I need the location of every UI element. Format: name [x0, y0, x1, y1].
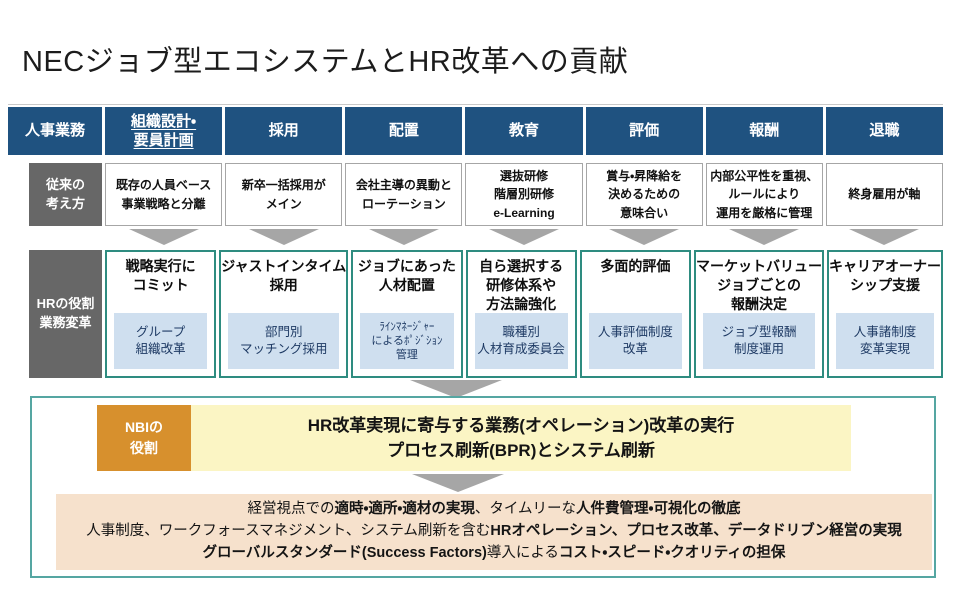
down-arrow-icon	[826, 229, 943, 246]
summary-segment: 経営視点での	[247, 501, 335, 518]
summary-segment: 人件費管理・可視化の徹底	[576, 501, 741, 518]
corner-header-cell: 人事業務	[8, 107, 102, 155]
summary-segment: グローバルスタンダード(Success Factors)	[202, 544, 487, 561]
reform-action: 人事評価制度 改革	[588, 313, 683, 369]
legacy-row-label: 従来の 考え方	[29, 163, 102, 226]
summary-segment: HRオペレーション、プロセス改革、データドリブン経営の実現	[490, 523, 902, 540]
reform-action: グループ 組織改革	[114, 313, 208, 369]
column-header: 組織設計・ 要員計画	[105, 107, 223, 155]
reform-action: 職種別 人材育成委員会	[474, 313, 568, 369]
summary-segment: コスト・スピード・クオリティの担保	[558, 544, 786, 561]
legacy-cell: 既存の人員ベース 事業戦略と分離	[105, 163, 223, 226]
legacy-cell: 終身雇用が軸	[825, 163, 943, 226]
column-header: 採用	[225, 107, 343, 155]
reform-cell: 多面的評価人事評価制度 改革	[579, 250, 692, 378]
column-header: 報酬	[705, 107, 823, 155]
summary-segment: 、タイムリーな	[474, 501, 577, 518]
down-arrow-icon	[225, 229, 342, 246]
reform-title: マーケットバリュー ジョブごとの 報酬決定	[696, 258, 823, 312]
reform-title: 多面的評価	[600, 258, 671, 274]
down-arrow-icon	[412, 474, 504, 492]
hr-process-header-row: 人事業務 組織設計・ 要員計画 採用 配置 教育 評価 報酬 退職	[8, 107, 943, 155]
summary-segment: 人事制度、ワークフォースマネジメント、システム刷新を含む	[86, 523, 491, 540]
reform-action: ジョブ型報酬 制度運用	[703, 313, 816, 369]
reform-title: ジョブにあった 人材配置	[357, 258, 456, 293]
summary-line: 経営視点での適時・適所・適材の実現、タイムリーな人件費管理・可視化の徹底	[247, 499, 740, 521]
down-arrow-icon	[586, 229, 703, 246]
reform-row-label: HRの役割 業務変革	[29, 250, 102, 378]
reform-title: 戦略実行に コミット	[125, 258, 196, 293]
column-header: 評価	[585, 107, 703, 155]
nbi-role-label: NBIの 役割	[97, 405, 191, 471]
legacy-cell: 内部公平性を重視、 ルールにより 運用を厳格に管理	[705, 163, 823, 226]
summary-box: 経営視点での適時・適所・適材の実現、タイムリーな人件費管理・可視化の徹底 人事制度…	[56, 494, 932, 570]
divider-line	[8, 104, 943, 105]
column-header: 配置	[345, 107, 463, 155]
legacy-row-labelcol: 従来の 考え方	[8, 163, 102, 226]
reform-action: 部門別 マッチング採用	[228, 313, 340, 369]
reform-cell: ジャストインタイム 採用部門別 マッチング採用	[219, 250, 349, 378]
reform-row-labelcol: HRの役割 業務変革	[8, 250, 102, 378]
reform-title: キャリアオーナー シップ支援	[829, 258, 942, 293]
nbi-role-box: HR改革実現に寄与する業務(オペレーション)改革の実行 プロセス刷新(BPR)と…	[191, 405, 851, 471]
summary-segment: 導入による	[486, 544, 559, 561]
page-title: NECジョブ型エコシステムとHR改革への貢献	[22, 46, 629, 78]
reform-cell: マーケットバリュー ジョブごとの 報酬決定 ジョブ型報酬 制度運用	[694, 250, 825, 378]
down-arrow-icon	[105, 229, 222, 246]
reform-cell: 戦略実行に コミットグループ 組織改革	[105, 250, 217, 378]
reform-action: 人事諸制度 変革実現	[836, 313, 935, 369]
summary-segment: 適時・適所・適材の実現	[334, 501, 475, 518]
summary-line: 人事制度、ワークフォースマネジメント、システム刷新を含むHRオペレーション、プロ…	[86, 521, 901, 543]
legacy-cell: 会社主導の異動と ローテーション	[345, 163, 463, 226]
reform-cell: キャリアオーナー シップ支援人事諸制度 変革実現	[827, 250, 944, 378]
reform-action: ﾗｲﾝﾏﾈｰｼﾞｬｰ によるﾎﾟｼﾞｼｮﾝ 管理	[360, 313, 454, 369]
legacy-row: 従来の 考え方 既存の人員ベース 事業戦略と分離 新卒一括採用が メイン 会社主導の…	[8, 163, 943, 226]
reform-cell: 自ら選択する 研修体系や 方法論強化 職種別 人材育成委員会	[465, 250, 577, 378]
legacy-cell: 新卒一括採用が メイン	[225, 163, 343, 226]
summary-line: グローバルスタンダード(Success Factors)導入によるコスト・スピー…	[203, 543, 786, 565]
reform-row: HRの役割 業務変革 戦略実行に コミットグループ 組織改革 ジャストインタイム …	[8, 250, 944, 378]
reform-title: ジャストインタイム 採用	[221, 258, 347, 293]
down-arrow-icon	[410, 380, 502, 398]
down-arrow-icon	[706, 229, 823, 246]
legacy-cell: 賞与・昇降給を 決めるための 意味合い	[585, 163, 703, 226]
column-header: 教育	[465, 107, 583, 155]
reform-cell: ジョブにあった 人材配置 ﾗｲﾝﾏﾈｰｼﾞｬｰ によるﾎﾟｼﾞｼｮﾝ 管理	[351, 250, 463, 378]
chevron-row-spacer	[8, 229, 102, 246]
legacy-cell: 選抜研修 階層別研修 e-Learning	[465, 163, 583, 226]
down-arrow-icon	[345, 229, 462, 246]
reform-title: 自ら選択する 研修体系や 方法論強化	[479, 258, 564, 312]
nbi-line-2: プロセス刷新(BPR)とシステム刷新	[387, 441, 655, 460]
nbi-line-1: HR改革実現に寄与する業務(オペレーション)改革の実行	[307, 415, 735, 435]
down-arrow-icon	[465, 229, 582, 246]
nbi-frame: NBIの 役割 HR改革実現に寄与する業務(オペレーション)改革の実行 プロセス…	[30, 396, 936, 578]
column-header: 退職	[825, 107, 943, 155]
chevron-row	[8, 229, 943, 246]
